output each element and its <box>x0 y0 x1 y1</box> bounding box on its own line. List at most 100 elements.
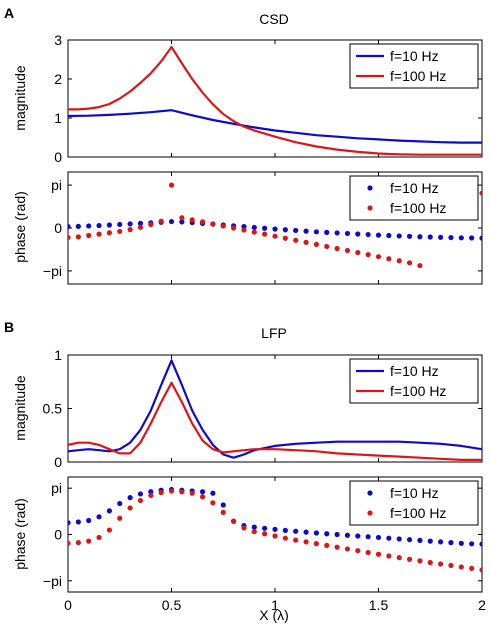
panel-b-title: LFP <box>261 325 287 341</box>
csd-phase-point-f10 <box>324 229 330 235</box>
csd-phase-point-f10 <box>179 219 185 225</box>
lfp-magnitude-line-f100 <box>68 381 482 461</box>
lfp-phase-point-f100 <box>241 525 247 531</box>
lfp-phase-point-f100 <box>375 551 382 557</box>
lfp-phase-xtick-label: 2 <box>478 597 486 613</box>
lfp-phase-point-f10 <box>386 535 392 541</box>
csd-phase-point-f100 <box>406 260 413 266</box>
lfp-phase-point-f10 <box>406 537 413 543</box>
lfp-phase-point-f10 <box>448 540 454 546</box>
csd-phase-point-f10 <box>282 227 288 233</box>
lfp-phase-point-f100 <box>251 528 257 535</box>
lfp-phase-point-f10 <box>427 538 433 544</box>
csd-phase-point-f100 <box>117 228 123 235</box>
csd-phase-point-f10 <box>469 235 475 241</box>
lfp-phase-point-f100 <box>293 537 299 543</box>
csd-phase-point-f10 <box>375 232 382 238</box>
lfp-phase-point-f100 <box>313 541 319 547</box>
lfp-phase-point-f100 <box>406 556 413 562</box>
lfp-phase-point-f10 <box>96 514 102 520</box>
csd-phase-ytick-label: 0 <box>54 220 62 236</box>
lfp-phase-point-f10 <box>106 508 112 514</box>
csd-phase-point-f10 <box>458 235 464 241</box>
csd-phase-point-f100 <box>293 237 299 243</box>
csd-phase-point-f100 <box>386 256 392 262</box>
lfp-phase-ytick-label: pi <box>51 480 62 496</box>
csd-phase-point-f100 <box>324 243 330 250</box>
csd-phase-point-f100 <box>396 258 402 264</box>
csd-phase-point-f10 <box>386 232 392 239</box>
lfp-phase-point-f10 <box>272 526 278 532</box>
csd-phase-point-f100 <box>375 254 382 260</box>
csd-magnitude-ytick-label: 0 <box>54 149 62 165</box>
csd-phase-point-f10 <box>127 221 133 227</box>
csd-phase-point-f10 <box>251 224 257 231</box>
lfp-phase-point-f100 <box>179 489 185 495</box>
csd-phase-legend-box <box>349 175 479 221</box>
lfp-phase-point-f100 <box>303 539 309 545</box>
lfp-phase-data-area <box>68 486 482 573</box>
csd-magnitude-legend-label-f10: f=10 Hz <box>390 48 439 64</box>
lfp-magnitude-legend: f=10 Hz f=100 Hz <box>349 358 479 404</box>
lfp-phase-point-f10 <box>313 530 319 536</box>
lfp-phase-point-f10 <box>303 529 309 535</box>
lfp-phase-legend-swatch-f10 <box>367 490 373 496</box>
csd-phase-point-f100 <box>127 227 133 233</box>
lfp-phase-point-f100 <box>386 553 392 559</box>
csd-phase-point-f10 <box>313 229 319 235</box>
csd-phase-point-f100 <box>262 231 268 237</box>
csd-phase-point-f10 <box>86 223 92 229</box>
lfp-phase-point-f10 <box>479 541 482 547</box>
csd-phase-point-f100 <box>86 232 92 239</box>
lfp-phase-point-f100 <box>96 534 102 541</box>
csd-phase-point-f10 <box>344 230 351 237</box>
csd-phase-plot: −pi 0 pi f=10 Hz f=100 Hz <box>43 171 483 285</box>
lfp-phase-point-f10 <box>86 517 92 524</box>
panel-a-letter: A <box>4 5 14 21</box>
csd-phase-point-f10 <box>262 225 268 231</box>
lfp-phase-point-f100 <box>365 549 371 556</box>
csd-phase-point-f100 <box>68 234 71 241</box>
lfp-phase-ytick-label: −pi <box>43 573 62 589</box>
csd-phase-point-f10 <box>272 226 278 232</box>
csd-phase-point-f10 <box>168 218 175 225</box>
lfp-magnitude-ytick-label: 1 <box>54 347 62 363</box>
csd-phase-point-f100 <box>137 224 144 230</box>
lfp-phase-point-f100 <box>106 527 112 533</box>
lfp-phase-point-f100 <box>117 515 123 521</box>
csd-phase-point-f100 <box>96 231 102 237</box>
lfp-phase-point-f10 <box>127 495 133 501</box>
csd-phase-point-f10 <box>293 227 299 234</box>
csd-magnitude-ytick-label: 3 <box>54 32 62 48</box>
csd-phase-point-f100 <box>313 241 319 247</box>
csd-phase-point-f10 <box>448 234 454 241</box>
csd-phase-point-f10 <box>355 231 361 237</box>
lfp-phase-point-f100 <box>231 518 237 524</box>
csd-magnitude-ylabel: magnitude <box>12 65 28 131</box>
csd-phase-point-f100 <box>479 190 482 196</box>
csd-phase-point-f100 <box>189 217 195 223</box>
lfp-phase-point-f10 <box>396 536 402 542</box>
csd-phase-point-f10 <box>479 235 482 241</box>
lfp-magnitude-legend-box <box>349 358 479 404</box>
lfp-phase-point-f10 <box>148 489 154 495</box>
csd-phase-data-area <box>68 182 482 269</box>
lfp-phase-ytick-label: 0 <box>54 527 62 543</box>
csd-phase-point-f100 <box>241 227 247 233</box>
csd-phase-legend-swatch-f10 <box>367 185 373 191</box>
lfp-phase-point-f100 <box>427 559 433 566</box>
csd-phase-point-f100 <box>199 219 206 225</box>
csd-phase-point-f10 <box>96 222 102 229</box>
csd-phase-point-f100 <box>179 215 185 221</box>
lfp-phase-point-f10 <box>438 539 444 545</box>
lfp-phase-point-f10 <box>355 533 361 539</box>
lfp-phase-point-f100 <box>344 546 351 552</box>
lfp-phase-xtick-label: 0 <box>64 597 72 613</box>
lfp-phase-point-f10 <box>324 531 330 537</box>
lfp-phase-point-f100 <box>448 562 454 569</box>
lfp-phase-point-f10 <box>282 527 288 533</box>
lfp-phase-point-f100 <box>334 544 340 550</box>
csd-phase-point-f10 <box>106 222 112 228</box>
lfp-phase-point-f100 <box>158 489 164 496</box>
